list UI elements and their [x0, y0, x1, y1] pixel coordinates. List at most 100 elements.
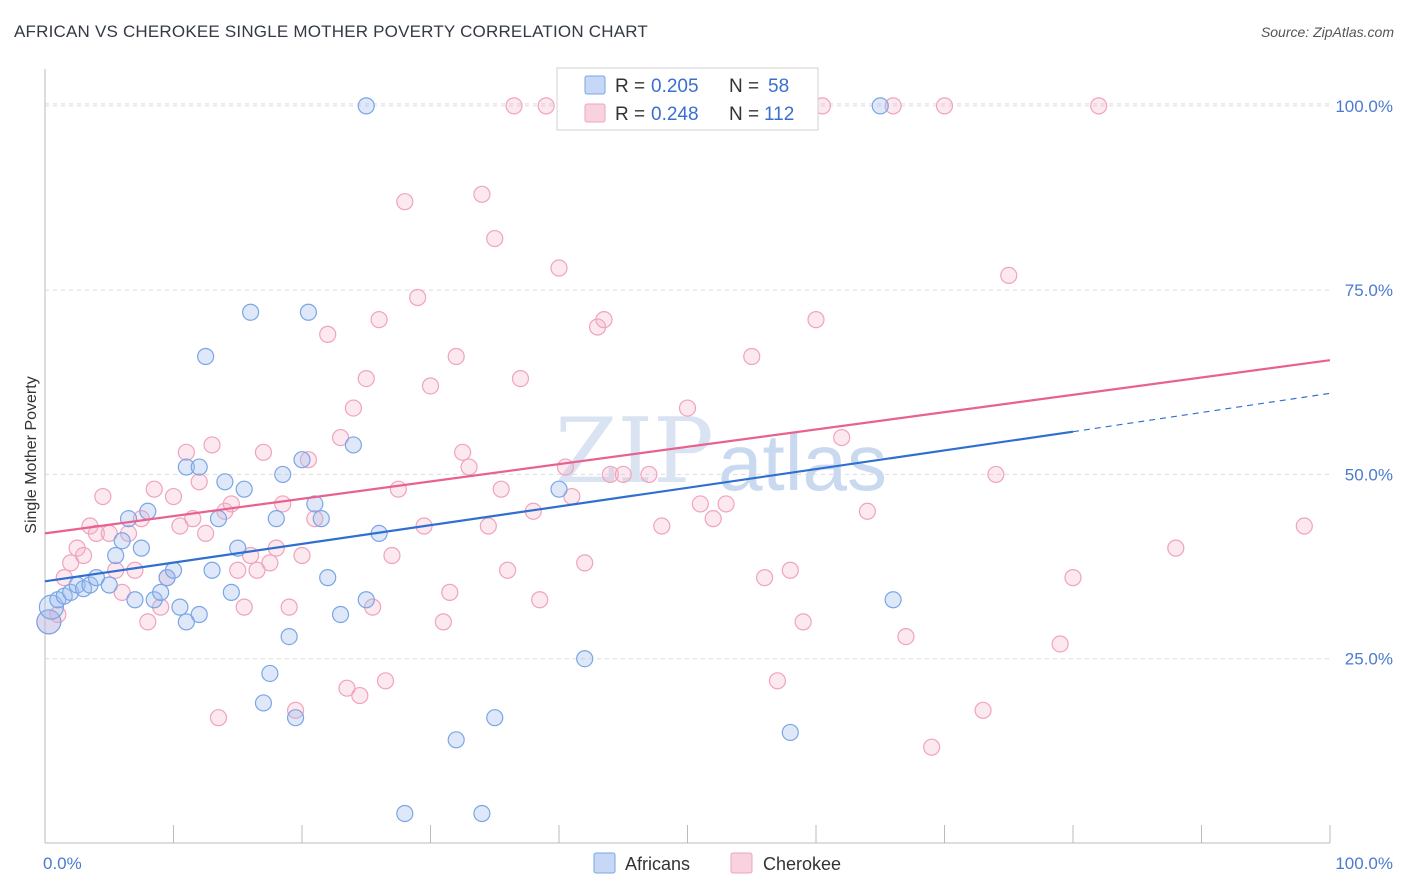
africans-point-27 — [209, 510, 228, 528]
africans-point-50 — [447, 731, 465, 749]
cherokee-point-77 — [595, 311, 613, 329]
cherokee-point-71 — [537, 97, 555, 115]
cherokee-point-103 — [1000, 266, 1018, 284]
africans-point-54 — [576, 650, 594, 668]
bottom-legend-swatch-africans — [593, 852, 616, 874]
africans-point-56 — [781, 723, 799, 742]
africans-point-29 — [222, 583, 240, 601]
cherokee-point-79 — [614, 465, 632, 484]
africans-point-40 — [299, 303, 318, 321]
cherokee-point-42 — [319, 325, 337, 343]
africans-point-34 — [261, 664, 279, 683]
cherokee-point-78 — [601, 465, 620, 484]
cherokee-point-65 — [492, 480, 510, 498]
data-points — [36, 97, 1313, 823]
africans-point-42 — [312, 510, 330, 528]
cherokee-point-96 — [858, 502, 877, 520]
cherokee-point-60 — [454, 443, 472, 461]
series-legend: Africans Cherokee — [593, 852, 841, 874]
legend-n-value-cherokee: 112 — [764, 104, 794, 125]
cherokee-point-93 — [807, 311, 825, 329]
africans-point-26 — [203, 561, 221, 579]
cherokee-point-98 — [897, 627, 915, 646]
africans-point-43 — [319, 569, 337, 587]
y-axis-label: Single Mother Poverty — [23, 376, 40, 533]
africans-point-28 — [216, 473, 234, 491]
cherokee-point-30 — [235, 598, 253, 616]
bottom-legend-label-cherokee: Cherokee — [763, 854, 841, 874]
cherokee-point-106 — [1090, 97, 1108, 115]
africans-point-11 — [113, 532, 131, 550]
cherokee-point-21 — [177, 443, 195, 461]
cherokee-point-46 — [351, 686, 369, 705]
africans-point-15 — [139, 502, 157, 520]
cherokee-point-49 — [370, 311, 388, 329]
cherokee-point-15 — [139, 613, 157, 631]
africans-point-31 — [235, 480, 253, 498]
x-tick-label-max: 100.0% — [1335, 854, 1393, 873]
cherokee-point-24 — [197, 524, 215, 543]
cherokee-point-20 — [171, 517, 189, 535]
cherokee-point-44 — [338, 679, 356, 697]
africans-point-38 — [286, 709, 305, 727]
africans-point-45 — [344, 436, 362, 454]
y-tick-label-100: 100.0% — [1335, 97, 1393, 116]
africans-point-21 — [177, 458, 195, 476]
correlation-legend: R = 0.205 N = 58 R = 0.248 N = 112 — [556, 67, 819, 131]
cherokee-point-108 — [1295, 517, 1313, 535]
africans-point-51 — [473, 804, 491, 823]
cherokee-point-82 — [653, 517, 671, 535]
cherokee-point-99 — [923, 738, 941, 756]
cherokee-point-70 — [531, 591, 549, 609]
africans-point-33 — [254, 694, 273, 712]
africans-point-20 — [171, 598, 189, 616]
cherokee-point-66 — [499, 561, 517, 579]
cherokee-point-25 — [203, 436, 221, 454]
africans-point-46 — [357, 591, 375, 609]
cherokee-point-53 — [396, 193, 414, 211]
y-tick-label-75: 75.0% — [1345, 281, 1393, 300]
cherokee-point-81 — [640, 465, 658, 484]
cherokee-point-5 — [74, 546, 93, 565]
cherokee-point-101 — [974, 701, 992, 719]
legend-n-label-africans: N = — [729, 76, 759, 97]
cherokee-point-37 — [280, 598, 298, 616]
africans-point-53 — [550, 480, 568, 498]
cherokee-point-58 — [441, 583, 459, 601]
trend-lines — [44, 359, 1331, 583]
africans-point-57 — [871, 97, 889, 115]
cherokee-point-38 — [286, 701, 305, 719]
africans-trend-extension — [1072, 392, 1331, 433]
cherokee-point-47 — [357, 370, 375, 388]
legend-n-label-cherokee: N = — [729, 104, 759, 125]
africans-point-49 — [396, 804, 414, 823]
cherokee-point-33 — [254, 443, 273, 461]
cherokee-point-13 — [126, 561, 144, 579]
africans-point-13 — [126, 591, 144, 609]
cherokee-point-89 — [755, 569, 774, 587]
legend-r-label-cherokee: R = — [615, 104, 645, 125]
cherokee-point-88 — [743, 347, 761, 366]
cherokee-point-92 — [794, 613, 812, 631]
cherokee-point-39 — [293, 546, 311, 565]
africans-point-25 — [197, 347, 215, 366]
cherokee-point-26 — [209, 709, 228, 727]
y-tick-labels: 25.0% 50.0% 75.0% 100.0% — [1335, 97, 1393, 669]
cherokee-point-50 — [376, 672, 395, 690]
legend-r-value-cherokee: 0.248 — [651, 104, 699, 125]
bottom-legend-label-africans: Africans — [625, 854, 690, 874]
africans-point-39 — [293, 451, 311, 469]
cherokee-point-75 — [576, 554, 594, 572]
africans-point-32 — [242, 303, 260, 321]
africans-point-23 — [190, 458, 208, 476]
cherokee-point-67 — [505, 97, 523, 115]
legend-r-value-africans: 0.205 — [651, 76, 699, 97]
cherokee-trend-line — [44, 359, 1331, 535]
cherokee-point-59 — [447, 347, 465, 366]
cherokee-point-29 — [229, 561, 247, 579]
africans-point-12 — [119, 510, 138, 528]
cherokee-point-34 — [261, 554, 279, 572]
africans-point-10 — [107, 546, 125, 565]
cherokee-point-19 — [164, 487, 183, 506]
cherokee-point-107 — [1167, 539, 1185, 557]
